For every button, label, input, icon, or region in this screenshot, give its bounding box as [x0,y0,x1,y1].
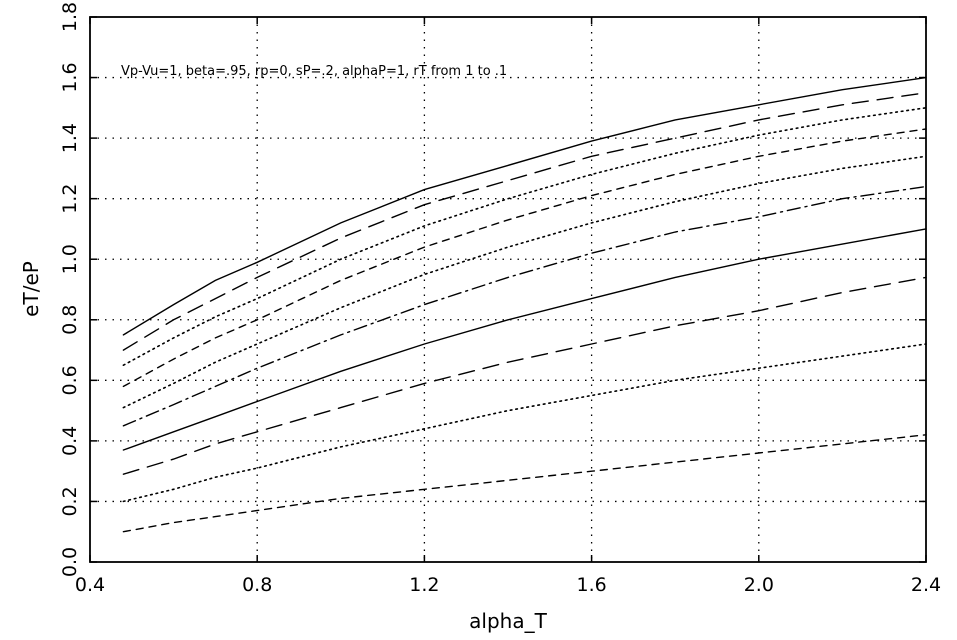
series-line-4 [122,128,927,388]
x-tick-label: 1.2 [409,574,439,596]
plot-background [90,17,926,562]
x-axis-label: alpha_T [469,609,547,633]
y-tick-label: 0.2 [59,486,81,516]
series-line-1 [122,76,927,336]
series-line-10 [122,434,927,533]
y-tick-label: 0.0 [59,547,81,577]
grid-lines [90,17,926,562]
x-tick-label: 1.6 [576,574,606,596]
x-tick-label: 2.4 [911,574,941,596]
series-line-9 [122,343,927,503]
series-lines [122,76,927,533]
series-line-3 [122,107,927,367]
x-tick-labels: 0.4 0.8 1.2 1.6 2.0 2.4 [75,17,941,596]
y-axis-label: eT/eP [19,261,43,317]
x-tick-label: 0.8 [242,574,272,596]
y-tick-label: 0.6 [59,365,81,395]
x-tick-label: 0.4 [75,574,105,596]
y-tick-label: 0.8 [59,305,81,335]
y-tick-label: 1.4 [59,123,81,153]
y-tick-labels: 0.0 0.2 0.4 0.6 0.8 1.0 1.2 1.4 1.6 1.8 [59,2,926,577]
series-line-8 [122,276,927,475]
y-tick-label: 1.0 [59,244,81,274]
y-tick-label: 1.6 [59,62,81,92]
plot-frame [89,16,927,563]
series-line-2 [122,91,927,351]
annotation-text: Vp-Vu=1, beta=.95, rp=0, sP=.2, alphaP=1… [121,64,507,79]
series-line-5 [122,155,927,409]
x-tick-label: 2.0 [744,574,774,596]
series-line-7 [122,228,927,451]
y-tick-label: 1.2 [59,184,81,214]
series-line-6 [122,185,927,427]
y-tick-label: 0.4 [59,426,81,456]
y-tick-label: 1.8 [59,2,81,32]
